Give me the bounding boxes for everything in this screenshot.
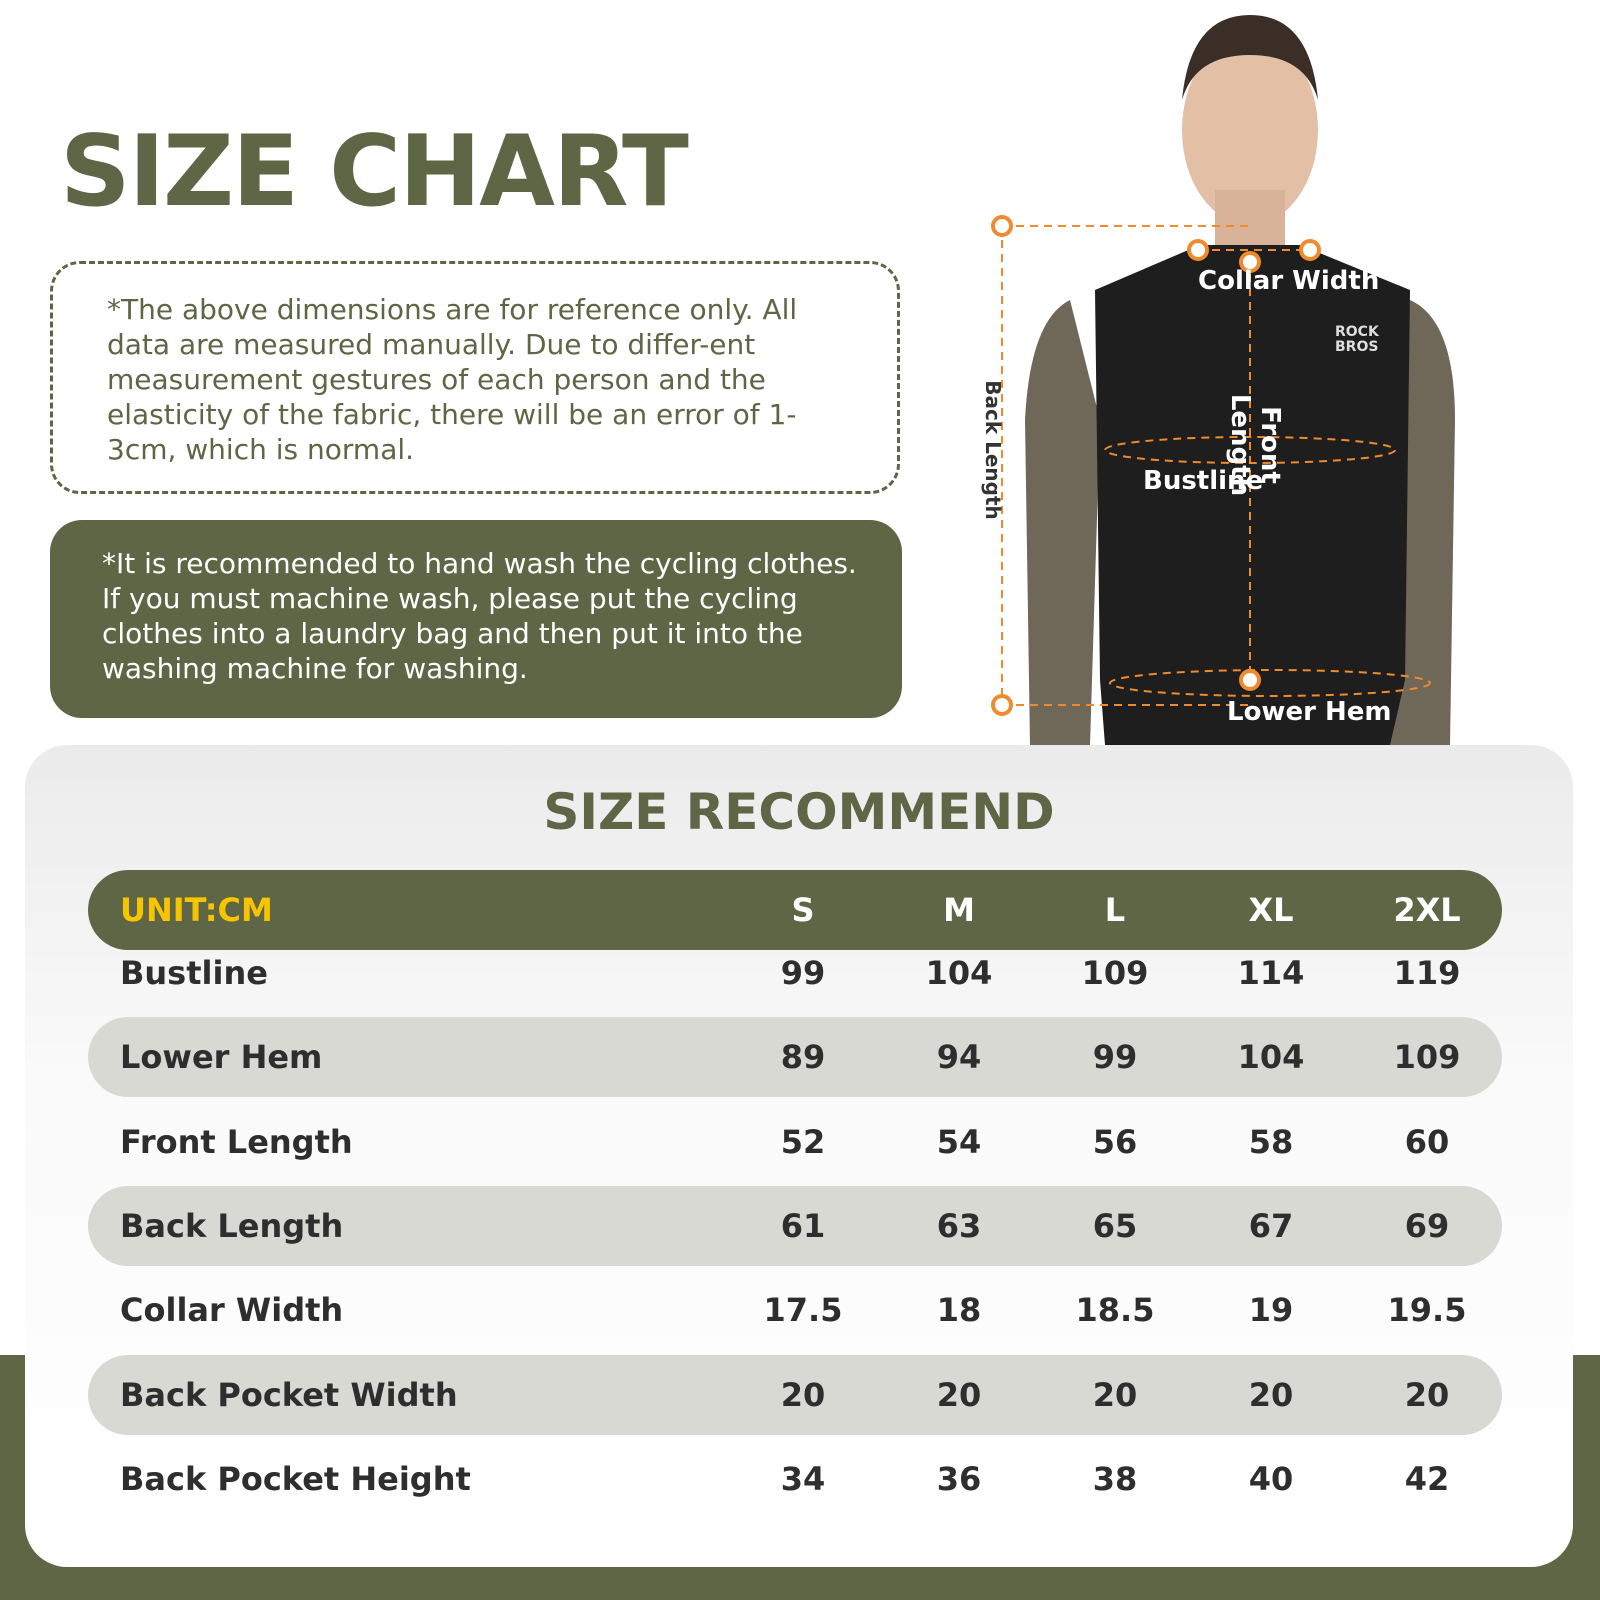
cell-value: 104 [925, 954, 993, 992]
cell-value: 63 [936, 1206, 982, 1245]
size-table-card: SIZE RECOMMEND UNIT:CM S M L XL 2XL Bust… [25, 745, 1573, 1567]
table-row: Back Length 61 63 65 67 69 [88, 1185, 1502, 1266]
row-label: Bustline [120, 954, 268, 992]
front-length-label: Front Length [1225, 393, 1285, 497]
cell-value: 19 [1248, 1291, 1294, 1330]
model-illustration [991, 15, 1455, 745]
row-label: Back Pocket Height [120, 1459, 471, 1498]
cell-value: 65 [1092, 1206, 1138, 1245]
cell-value: 19.5 [1387, 1291, 1467, 1330]
cell-value: 20 [1404, 1375, 1450, 1414]
collar-width-label: Collar Width [1198, 266, 1380, 296]
table-row: Back Pocket Height 34 36 38 40 42 [88, 1439, 1502, 1519]
cell-value: 69 [1404, 1206, 1450, 1245]
cell-value: 40 [1248, 1459, 1294, 1498]
row-label: Collar Width [120, 1291, 344, 1330]
cell-value: 60 [1404, 1122, 1450, 1161]
cell-value: 54 [936, 1122, 982, 1161]
lower-hem-label: Lower Hem [1227, 697, 1392, 727]
table-row: Front Length 52 54 56 58 60 [88, 1102, 1502, 1182]
table-row: Back Pocket Width 20 20 20 20 20 [88, 1354, 1502, 1435]
cell-value: 99 [1092, 1038, 1138, 1077]
cell-value: 89 [780, 1038, 826, 1077]
cell-value: 20 [936, 1375, 982, 1414]
wash-note: *It is recommended to hand wash the cycl… [50, 520, 902, 718]
table-row: Lower Hem 89 94 99 104 109 [88, 1017, 1502, 1098]
size-header: S [791, 891, 815, 929]
cell-value: 114 [1237, 954, 1305, 992]
cell-value: 99 [780, 954, 826, 992]
cell-value: 109 [1081, 954, 1149, 992]
size-header: M [943, 891, 975, 929]
cell-value: 56 [1092, 1122, 1138, 1161]
cell-value: 52 [780, 1122, 826, 1161]
cell-value: 20 [780, 1375, 826, 1414]
cell-value: 34 [780, 1459, 826, 1498]
cell-value: 18.5 [1075, 1291, 1155, 1330]
cell-value: 61 [780, 1206, 826, 1245]
page-title: SIZE CHART [60, 115, 689, 229]
row-label: Lower Hem [120, 1038, 323, 1077]
cell-value: 20 [1092, 1375, 1138, 1414]
cell-value: 109 [1393, 1038, 1461, 1077]
cell-value: 18 [936, 1291, 982, 1330]
table-title: SIZE RECOMMEND [543, 783, 1055, 841]
cell-value: 42 [1404, 1459, 1450, 1498]
cell-value: 94 [936, 1038, 982, 1077]
model-figure: Collar Width Bustline Lower Hem Front Le… [960, 0, 1520, 745]
brand-logo: ROCK BROS [1335, 324, 1379, 355]
reference-note: *The above dimensions are for reference … [50, 261, 900, 494]
cell-value: 119 [1393, 954, 1461, 992]
row-label: Back Pocket Width [120, 1375, 458, 1414]
cell-value: 67 [1248, 1206, 1294, 1245]
cell-value: 17.5 [763, 1291, 843, 1330]
unit-label: UNIT:CM [120, 891, 273, 929]
cell-value: 58 [1248, 1122, 1294, 1161]
cell-value: 20 [1248, 1375, 1294, 1414]
table-row: Bustline 99 104 109 114 119 [88, 933, 1502, 1013]
size-header: 2XL [1393, 891, 1461, 929]
row-label: Front Length [120, 1122, 353, 1161]
cell-value: 38 [1092, 1459, 1138, 1498]
cell-value: 104 [1237, 1038, 1305, 1077]
size-header: L [1104, 891, 1126, 929]
bustline-label: Bustline [1143, 466, 1264, 496]
cell-value: 36 [936, 1459, 982, 1498]
table-header: UNIT:CM S M L XL 2XL [88, 870, 1502, 950]
row-label: Back Length [120, 1206, 344, 1245]
size-header: XL [1248, 891, 1294, 929]
table-row: Collar Width 17.5 18 18.5 19 19.5 [88, 1270, 1502, 1350]
back-length-label: Back Length [981, 380, 1005, 520]
